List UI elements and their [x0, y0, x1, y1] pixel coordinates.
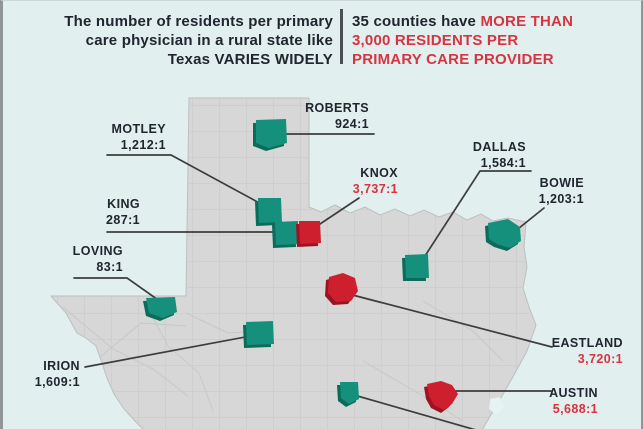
title-line-1: The number of residents per primary [64, 13, 333, 30]
header-divider [340, 9, 343, 64]
county-ratio: 5,688:1 [552, 402, 598, 416]
texas-map [49, 97, 553, 429]
county-irion-marker [243, 321, 274, 348]
county-roberts-marker [253, 119, 287, 151]
county-knox-marker [296, 221, 321, 247]
county-name: DALLAS [472, 140, 526, 154]
county-eastland-marker [325, 273, 358, 305]
leader-offscreen-county [346, 392, 476, 429]
leader-eastland [340, 291, 553, 348]
stat-line-1: 35 counties have MORE THAN [352, 12, 637, 31]
county-bowie-marker [485, 219, 521, 251]
title-line-2: care physician in a rural state like [85, 32, 333, 49]
county-ratio: 3,720:1 [577, 352, 623, 366]
stat-prefix: 35 counties have [352, 13, 477, 30]
title-line-3: Texas VARIES WIDELY [167, 51, 333, 68]
county-ratio: 1,584:1 [480, 156, 526, 170]
galveston-bay [489, 397, 504, 415]
county-austin-marker [424, 381, 458, 413]
county-name: BOWIE [539, 176, 584, 190]
label-roberts: ROBERTS 924:1 [305, 100, 369, 132]
label-bowie: BOWIE 1,203:1 [539, 175, 584, 207]
label-motley: MOTLEY 1,212:1 [112, 121, 166, 153]
leader-knox [316, 197, 360, 227]
label-loving: LOVING 83:1 [73, 243, 123, 275]
county-name: ROBERTS [305, 101, 369, 115]
county-loving-marker [143, 297, 177, 321]
label-knox: KNOX 3,737:1 [353, 165, 398, 197]
label-dallas: DALLAS 1,584:1 [473, 139, 526, 171]
county-ratio: 1,203:1 [538, 192, 584, 206]
county-offscreen-marker [337, 382, 359, 407]
stat-highlight-3: PRIMARY CARE PROVIDER [352, 51, 554, 68]
county-dallas-marker [402, 254, 429, 281]
label-austin: AUSTIN 5,688:1 [549, 385, 598, 417]
label-eastland: EASTLAND 3,720:1 [552, 335, 623, 367]
county-markers [143, 119, 521, 413]
county-name: LOVING [72, 244, 123, 258]
leader-dallas [422, 170, 532, 260]
leader-irion [84, 334, 257, 368]
county-motley-marker [255, 198, 282, 226]
label-irion: IRION 1,609:1 [35, 358, 80, 390]
county-name: IRION [43, 359, 80, 373]
stat-highlight-1: MORE THAN [480, 13, 574, 30]
county-name: EASTLAND [551, 336, 623, 350]
county-name: KNOX [360, 166, 398, 180]
county-name: AUSTIN [549, 386, 598, 400]
county-ratio: 1,609:1 [34, 375, 80, 389]
stat-callout: 35 counties have MORE THAN 3,000 RESIDEN… [352, 12, 637, 69]
county-ratio: 1,212:1 [120, 138, 166, 152]
county-name: KING [107, 197, 140, 211]
label-king: KING 287:1 [106, 196, 140, 228]
county-ratio: 83:1 [96, 260, 123, 274]
stat-highlight-2: 3,000 RESIDENTS PER [352, 32, 519, 49]
infographic-title: The number of residents per primary care… [41, 12, 333, 69]
leader-motley [106, 154, 266, 207]
county-name: MOTLEY [111, 122, 166, 136]
county-king-marker [272, 221, 299, 248]
county-ratio: 924:1 [335, 117, 369, 131]
county-ratio: 3,737:1 [352, 182, 398, 196]
county-ratio: 287:1 [106, 213, 140, 227]
leader-loving [73, 277, 162, 303]
